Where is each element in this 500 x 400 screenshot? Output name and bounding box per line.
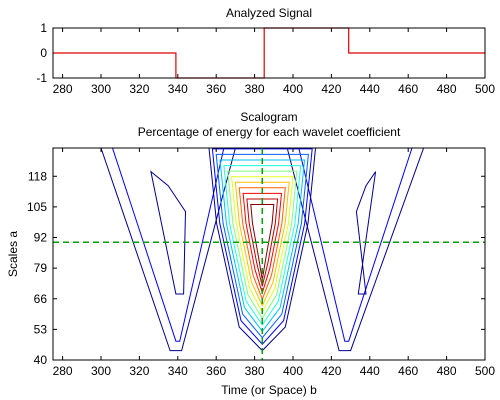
scalogram-y-tick-labels: 40 53 66 79 92 105 118 <box>27 169 47 367</box>
signal-title: Analyzed Signal <box>226 6 312 20</box>
scalogram-x-tick-label: 500 <box>475 364 495 378</box>
signal-axes-frame <box>52 27 486 79</box>
scalogram-y-tick-label: 66 <box>34 292 48 306</box>
contour-central-level <box>211 148 313 345</box>
signal-x-tick-label: 360 <box>206 82 226 96</box>
signal-x-tick-label: 320 <box>129 82 149 96</box>
scalogram-y-tick-label: 92 <box>34 231 48 245</box>
signal-y-tick-label: 0 <box>40 46 47 60</box>
scalogram-x-tick-labels: 280 300 320 340 360 380 400 420 440 460 480 500 <box>53 364 496 378</box>
contour-central-level <box>231 176 294 314</box>
scalogram-y-tick-label: 53 <box>34 322 48 336</box>
scalogram-y-tick-label: 105 <box>27 200 47 214</box>
contour-central-level <box>215 153 309 339</box>
scalogram-x-tick-label: 320 <box>129 364 149 378</box>
scalogram-x-tick-label: 460 <box>398 364 418 378</box>
scalogram-axes-frame <box>52 147 486 361</box>
scalogram-y-tick-label: 79 <box>34 261 48 275</box>
scalogram-title: Scalogram <box>240 110 297 124</box>
signal-x-tick-label: 280 <box>53 82 73 96</box>
contour-inner-lobe <box>355 171 377 295</box>
signal-x-tick-label: 400 <box>283 82 303 96</box>
scalogram-y-tick-label: 118 <box>28 169 47 183</box>
contour-central-level <box>208 148 317 352</box>
scalogram-subtitle: Percentage of energy for each wavelet co… <box>138 125 401 139</box>
contour-central-level <box>219 159 306 333</box>
contour-central-level <box>223 165 302 326</box>
scalogram-y-tick-label: 40 <box>34 353 48 367</box>
signal-series-line <box>53 27 485 79</box>
signal-y-tick-label: -1 <box>36 71 47 85</box>
signal-y-tick-labels: -1 0 1 <box>36 21 47 85</box>
scalogram-x-tick-label: 380 <box>245 364 265 378</box>
signal-y-tick-label: 1 <box>40 21 47 35</box>
contour-central-level <box>234 181 290 307</box>
signal-x-tick-label: 480 <box>437 82 457 96</box>
contour-lines <box>100 148 425 352</box>
signal-x-tick-label: 500 <box>475 82 495 96</box>
scalogram-plot-area <box>53 148 485 360</box>
scalogram-x-tick-label: 360 <box>206 364 226 378</box>
scalogram-xlabel: Time (or Space) b <box>221 383 317 397</box>
scalogram-axes: Scalogram Percentage of energy for each … <box>6 110 495 397</box>
scalogram-x-tick-label: 300 <box>91 364 111 378</box>
contour-inner-lobe <box>150 170 187 295</box>
contour-outer-band <box>286 148 425 352</box>
signal-line <box>53 27 485 79</box>
signal-x-tick-label: 460 <box>398 82 418 96</box>
crosshair <box>53 148 485 360</box>
scalogram-x-tick-label: 340 <box>168 364 188 378</box>
contour-central-level <box>250 204 275 280</box>
contour-central-level <box>227 170 298 320</box>
scalogram-x-tick-label: 400 <box>283 364 303 378</box>
contour-outer-band <box>111 148 225 342</box>
signal-x-tick-label: 420 <box>321 82 341 96</box>
scalogram-x-tick-label: 440 <box>360 364 380 378</box>
contour-outer-band <box>298 148 413 342</box>
signal-x-tick-label: 300 <box>91 82 111 96</box>
signal-x-tick-label: 380 <box>245 82 265 96</box>
scalogram-x-tick-label: 280 <box>53 364 73 378</box>
contour-central-level <box>246 198 279 287</box>
contour-central-level <box>238 187 286 301</box>
contour-outer-band <box>100 148 236 352</box>
signal-axes: Analyzed Signal 280 300 320 340 360 380 400 420… <box>36 6 495 96</box>
signal-x-tick-label: 440 <box>360 82 380 96</box>
scalogram-x-tick-label: 480 <box>437 364 457 378</box>
contour-central-level <box>242 192 283 295</box>
scalogram-x-tick-label: 420 <box>321 364 341 378</box>
scalogram-ylabel: Scales a <box>6 231 20 277</box>
signal-x-tick-label: 340 <box>168 82 188 96</box>
signal-x-tick-labels: 280 300 320 340 360 380 400 420 440 460 480 500 <box>53 82 496 96</box>
